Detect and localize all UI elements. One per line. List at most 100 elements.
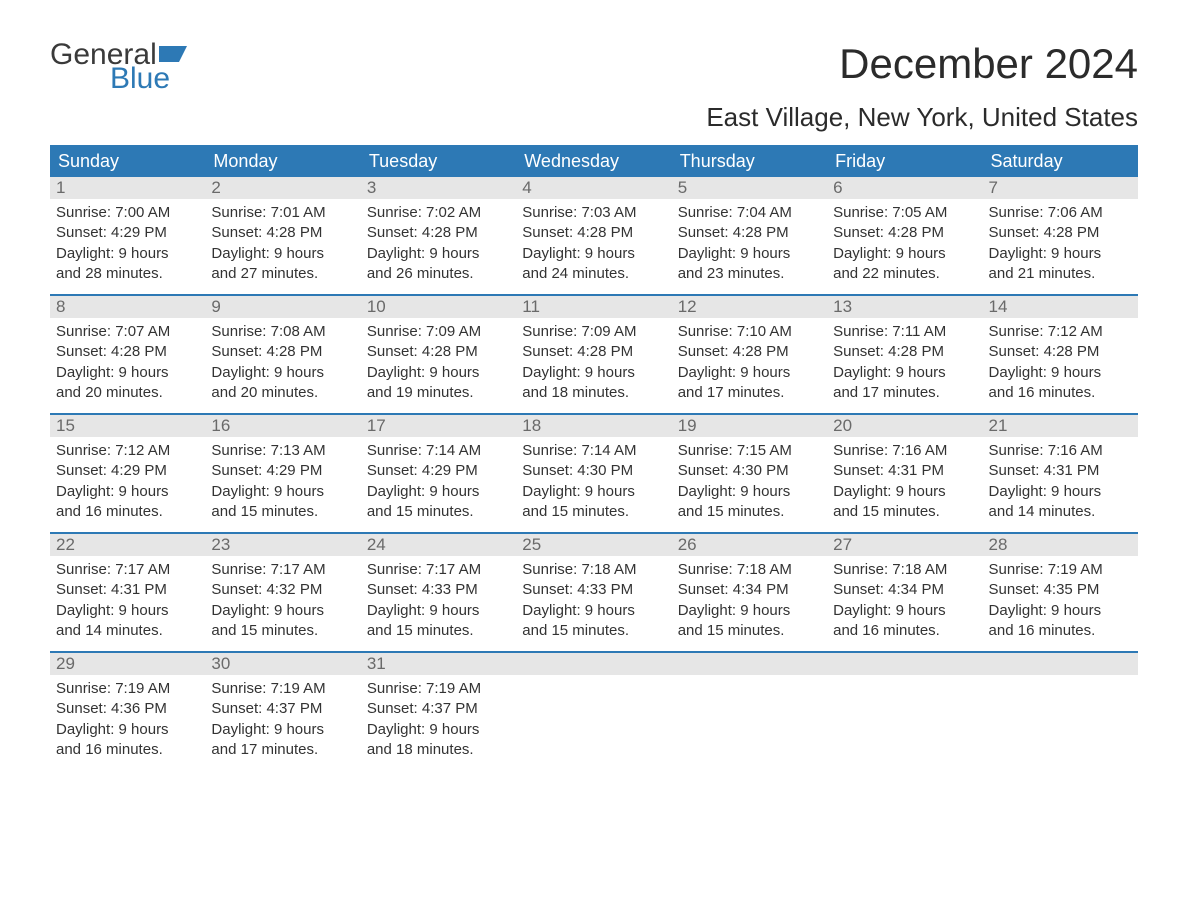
sunset-line: Sunset: 4:29 PM (367, 461, 510, 481)
daylight-line-1: Daylight: 9 hours (56, 244, 199, 264)
day-cell: 23Sunrise: 7:17 AMSunset: 4:32 PMDayligh… (205, 534, 360, 652)
daylight-line-1: Daylight: 9 hours (833, 363, 976, 383)
day-body: Sunrise: 7:18 AMSunset: 4:33 PMDaylight:… (516, 556, 671, 641)
day-header: Wednesday (516, 145, 671, 178)
day-number: 21 (983, 415, 1138, 437)
day-number (827, 653, 982, 675)
day-cell: 7Sunrise: 7:06 AMSunset: 4:28 PMDaylight… (983, 177, 1138, 295)
day-cell: 16Sunrise: 7:13 AMSunset: 4:29 PMDayligh… (205, 415, 360, 533)
day-header: Friday (827, 145, 982, 178)
sunset-line: Sunset: 4:28 PM (989, 342, 1132, 362)
day-body: Sunrise: 7:09 AMSunset: 4:28 PMDaylight:… (361, 318, 516, 403)
day-number: 8 (50, 296, 205, 318)
day-body: Sunrise: 7:14 AMSunset: 4:29 PMDaylight:… (361, 437, 516, 522)
daylight-line-2: and 15 minutes. (367, 502, 510, 522)
calendar-header-row: SundayMondayTuesdayWednesdayThursdayFrid… (50, 145, 1138, 178)
day-body: Sunrise: 7:18 AMSunset: 4:34 PMDaylight:… (672, 556, 827, 641)
day-number: 10 (361, 296, 516, 318)
day-body: Sunrise: 7:04 AMSunset: 4:28 PMDaylight:… (672, 199, 827, 284)
day-body: Sunrise: 7:19 AMSunset: 4:37 PMDaylight:… (205, 675, 360, 760)
daylight-line-2: and 21 minutes. (989, 264, 1132, 284)
day-cell: 30Sunrise: 7:19 AMSunset: 4:37 PMDayligh… (205, 653, 360, 771)
sunrise-line: Sunrise: 7:18 AM (678, 560, 821, 580)
sunset-line: Sunset: 4:30 PM (522, 461, 665, 481)
day-cell: 11Sunrise: 7:09 AMSunset: 4:28 PMDayligh… (516, 296, 671, 414)
day-cell: 14Sunrise: 7:12 AMSunset: 4:28 PMDayligh… (983, 296, 1138, 414)
day-body: Sunrise: 7:02 AMSunset: 4:28 PMDaylight:… (361, 199, 516, 284)
daylight-line-2: and 14 minutes. (989, 502, 1132, 522)
sunset-line: Sunset: 4:31 PM (989, 461, 1132, 481)
day-number: 20 (827, 415, 982, 437)
day-body: Sunrise: 7:11 AMSunset: 4:28 PMDaylight:… (827, 318, 982, 403)
day-number: 22 (50, 534, 205, 556)
day-cell: 4Sunrise: 7:03 AMSunset: 4:28 PMDaylight… (516, 177, 671, 295)
day-cell (672, 653, 827, 771)
daylight-line-1: Daylight: 9 hours (211, 720, 354, 740)
daylight-line-1: Daylight: 9 hours (367, 720, 510, 740)
sunrise-line: Sunrise: 7:02 AM (367, 203, 510, 223)
daylight-line-1: Daylight: 9 hours (56, 363, 199, 383)
daylight-line-1: Daylight: 9 hours (522, 482, 665, 502)
daylight-line-2: and 16 minutes. (56, 502, 199, 522)
day-body: Sunrise: 7:12 AMSunset: 4:28 PMDaylight:… (983, 318, 1138, 403)
daylight-line-2: and 22 minutes. (833, 264, 976, 284)
day-number: 9 (205, 296, 360, 318)
daylight-line-1: Daylight: 9 hours (989, 363, 1132, 383)
day-number: 7 (983, 177, 1138, 199)
daylight-line-2: and 28 minutes. (56, 264, 199, 284)
day-number (516, 653, 671, 675)
daylight-line-2: and 24 minutes. (522, 264, 665, 284)
day-cell: 29Sunrise: 7:19 AMSunset: 4:36 PMDayligh… (50, 653, 205, 771)
day-cell: 5Sunrise: 7:04 AMSunset: 4:28 PMDaylight… (672, 177, 827, 295)
day-cell: 3Sunrise: 7:02 AMSunset: 4:28 PMDaylight… (361, 177, 516, 295)
day-body: Sunrise: 7:19 AMSunset: 4:35 PMDaylight:… (983, 556, 1138, 641)
day-number: 28 (983, 534, 1138, 556)
sunset-line: Sunset: 4:34 PM (678, 580, 821, 600)
daylight-line-2: and 15 minutes. (522, 502, 665, 522)
daylight-line-2: and 17 minutes. (833, 383, 976, 403)
sunrise-line: Sunrise: 7:17 AM (56, 560, 199, 580)
daylight-line-2: and 15 minutes. (678, 502, 821, 522)
daylight-line-2: and 15 minutes. (211, 502, 354, 522)
daylight-line-1: Daylight: 9 hours (989, 244, 1132, 264)
sunrise-line: Sunrise: 7:05 AM (833, 203, 976, 223)
daylight-line-1: Daylight: 9 hours (833, 482, 976, 502)
day-cell (983, 653, 1138, 771)
day-body: Sunrise: 7:16 AMSunset: 4:31 PMDaylight:… (983, 437, 1138, 522)
day-body: Sunrise: 7:00 AMSunset: 4:29 PMDaylight:… (50, 199, 205, 284)
sunset-line: Sunset: 4:37 PM (211, 699, 354, 719)
day-body: Sunrise: 7:17 AMSunset: 4:31 PMDaylight:… (50, 556, 205, 641)
daylight-line-1: Daylight: 9 hours (989, 601, 1132, 621)
sunset-line: Sunset: 4:37 PM (367, 699, 510, 719)
sunrise-line: Sunrise: 7:12 AM (56, 441, 199, 461)
day-body: Sunrise: 7:14 AMSunset: 4:30 PMDaylight:… (516, 437, 671, 522)
week-row: 15Sunrise: 7:12 AMSunset: 4:29 PMDayligh… (50, 413, 1138, 533)
sunrise-line: Sunrise: 7:19 AM (367, 679, 510, 699)
day-number: 23 (205, 534, 360, 556)
daylight-line-1: Daylight: 9 hours (833, 601, 976, 621)
sunrise-line: Sunrise: 7:03 AM (522, 203, 665, 223)
sunrise-line: Sunrise: 7:04 AM (678, 203, 821, 223)
daylight-line-1: Daylight: 9 hours (678, 363, 821, 383)
day-cell: 10Sunrise: 7:09 AMSunset: 4:28 PMDayligh… (361, 296, 516, 414)
day-number: 25 (516, 534, 671, 556)
sunrise-line: Sunrise: 7:11 AM (833, 322, 976, 342)
day-number: 11 (516, 296, 671, 318)
day-header: Sunday (50, 145, 205, 178)
sunset-line: Sunset: 4:28 PM (56, 342, 199, 362)
sunset-line: Sunset: 4:32 PM (211, 580, 354, 600)
day-body: Sunrise: 7:17 AMSunset: 4:32 PMDaylight:… (205, 556, 360, 641)
sunset-line: Sunset: 4:36 PM (56, 699, 199, 719)
day-cell: 24Sunrise: 7:17 AMSunset: 4:33 PMDayligh… (361, 534, 516, 652)
daylight-line-2: and 15 minutes. (522, 621, 665, 641)
day-body: Sunrise: 7:08 AMSunset: 4:28 PMDaylight:… (205, 318, 360, 403)
sunset-line: Sunset: 4:28 PM (522, 223, 665, 243)
daylight-line-1: Daylight: 9 hours (678, 601, 821, 621)
daylight-line-2: and 20 minutes. (56, 383, 199, 403)
daylight-line-2: and 17 minutes. (211, 740, 354, 760)
daylight-line-1: Daylight: 9 hours (56, 482, 199, 502)
day-number: 1 (50, 177, 205, 199)
sunrise-line: Sunrise: 7:18 AM (522, 560, 665, 580)
daylight-line-1: Daylight: 9 hours (522, 363, 665, 383)
daylight-line-2: and 16 minutes. (833, 621, 976, 641)
